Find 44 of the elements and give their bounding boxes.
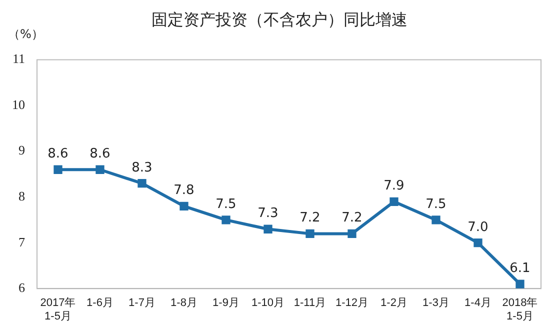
point: [180, 202, 188, 211]
text: 7.2: [342, 210, 362, 226]
x-tick-label: 1-7月: [128, 297, 156, 310]
point: [138, 179, 146, 188]
y-tick-label: 6: [18, 280, 26, 296]
text: 7.2: [300, 210, 320, 226]
text: 7.9: [384, 178, 404, 194]
y-tick-label: 9: [18, 142, 25, 158]
x-tick-label: 1-9月: [212, 297, 240, 310]
text: 7.5: [216, 196, 236, 212]
point: [222, 216, 230, 224]
text: 7.8: [174, 183, 194, 198]
point: [474, 238, 482, 248]
x-tick-label: 1-2月: [380, 297, 408, 310]
y-tick-label: 11: [12, 51, 25, 66]
x-tick-label: 2017年 1-5月: [40, 297, 76, 322]
text: 6.1: [510, 261, 530, 276]
point: [516, 280, 524, 288]
x-tick-label: 1-3月: [422, 297, 450, 310]
text: 7.0: [468, 220, 488, 235]
y-tick-label: 10: [12, 96, 25, 112]
chart-title: 固定资产投资（不含农户）同比增速: [152, 10, 408, 29]
point: [96, 165, 104, 174]
text: 8.3: [132, 160, 152, 176]
point: [54, 165, 62, 174]
x-tick-label: 1-6月: [86, 297, 114, 310]
x-tick-label: 1-8月: [170, 297, 198, 310]
text: 8.6: [90, 146, 110, 162]
x-tick-label: 1-10月: [251, 297, 285, 310]
x-tick-label: 1-11月: [294, 297, 326, 310]
y-axis-title: （%）: [8, 26, 44, 43]
x-tick-label: 2018年 1-5月: [502, 297, 538, 322]
point: [306, 229, 314, 238]
x-tick-label: 1-12月: [335, 297, 369, 310]
point: [264, 224, 272, 234]
y-tick-label: 7: [18, 234, 26, 250]
text: 8.6: [48, 146, 68, 162]
point: [432, 216, 440, 224]
y-tick-label: 8: [18, 188, 25, 204]
text: 7.5: [426, 196, 446, 212]
point: [348, 229, 356, 238]
text: 7.3: [258, 206, 278, 222]
x-tick-label: 1-4月: [464, 297, 492, 310]
point: [390, 197, 398, 206]
